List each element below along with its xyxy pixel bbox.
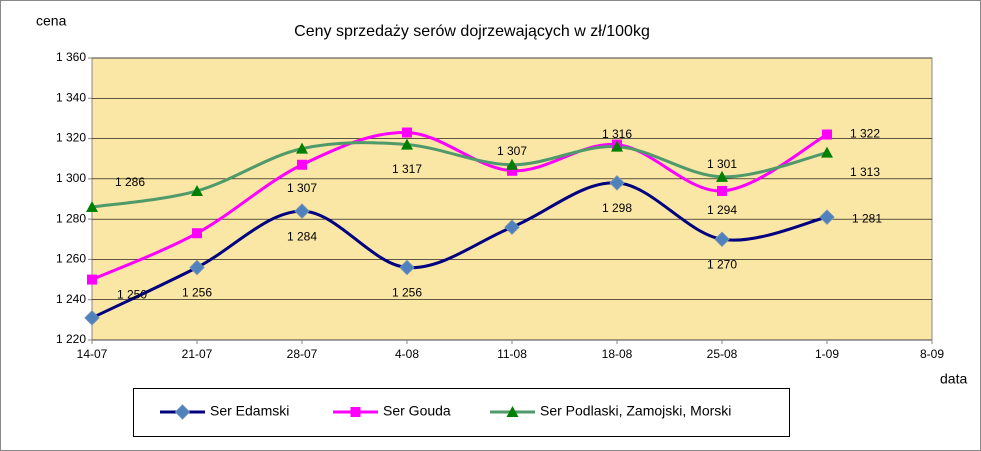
data-label: 1 322 bbox=[850, 127, 880, 141]
x-tick-label: 4-08 bbox=[395, 347, 419, 361]
x-tick-label: 18-08 bbox=[602, 347, 633, 361]
marker bbox=[402, 127, 412, 138]
marker bbox=[192, 228, 202, 239]
x-tick-label: 8-09 bbox=[920, 347, 944, 361]
y-tick-label: 1 280 bbox=[56, 211, 86, 225]
marker bbox=[399, 259, 415, 276]
y-tick-label: 1 340 bbox=[56, 90, 86, 104]
plot-area bbox=[91, 57, 933, 341]
marker bbox=[821, 146, 833, 158]
series-line bbox=[91, 131, 828, 281]
legend-label: Ser Edamski bbox=[210, 403, 289, 419]
chart-title: Ceny sprzedaży serów dojrzewających w zł… bbox=[294, 23, 650, 40]
data-label: 1 281 bbox=[852, 211, 882, 225]
legend-label: Ser Podlaski, Zamojski, Morski bbox=[540, 403, 731, 419]
y-axis-label: cena bbox=[36, 13, 67, 29]
marker bbox=[401, 138, 413, 150]
legend-label: Ser Gouda bbox=[383, 403, 451, 419]
legend-marker bbox=[350, 407, 361, 417]
marker bbox=[296, 142, 308, 154]
data-label: 1 301 bbox=[707, 157, 737, 171]
data-label: 1 256 bbox=[392, 286, 422, 300]
data-label: 1 316 bbox=[602, 127, 632, 141]
marker bbox=[86, 201, 98, 213]
marker bbox=[716, 170, 728, 182]
series-line bbox=[91, 141, 828, 209]
marker bbox=[717, 185, 727, 196]
data-label: 1 284 bbox=[287, 229, 317, 243]
data-label: 1 294 bbox=[707, 203, 737, 217]
y-tick-label: 1 240 bbox=[56, 292, 86, 306]
marker bbox=[714, 231, 730, 247]
data-label: 1 313 bbox=[850, 165, 880, 179]
marker bbox=[822, 129, 832, 140]
legend-box bbox=[133, 388, 790, 437]
marker bbox=[87, 274, 97, 285]
marker bbox=[297, 159, 307, 170]
data-label: 1 298 bbox=[602, 201, 632, 215]
data-label: 1 256 bbox=[182, 286, 212, 300]
data-label: 1 250 bbox=[117, 288, 147, 302]
marker bbox=[504, 219, 520, 235]
marker bbox=[84, 310, 100, 326]
marker bbox=[189, 259, 205, 276]
data-label: 1 317 bbox=[392, 162, 422, 176]
marker bbox=[609, 175, 625, 191]
x-tick-label: 25-08 bbox=[707, 347, 738, 361]
marker bbox=[507, 165, 517, 176]
y-tick-label: 1 320 bbox=[56, 131, 86, 145]
y-tick-label: 1 260 bbox=[56, 252, 86, 266]
y-tick-label: 1 300 bbox=[56, 171, 86, 185]
y-tick-label: 1 220 bbox=[56, 332, 86, 346]
x-axis-label: data bbox=[940, 371, 967, 387]
marker bbox=[506, 158, 518, 170]
data-label: 1 270 bbox=[707, 257, 737, 271]
marker bbox=[294, 203, 310, 219]
marker bbox=[819, 209, 835, 225]
x-tick-label: 28-07 bbox=[287, 347, 318, 361]
data-label: 1 286 bbox=[115, 175, 145, 189]
data-label: 1 307 bbox=[287, 181, 317, 195]
legend-marker bbox=[506, 406, 519, 417]
series-line bbox=[91, 181, 828, 320]
marker bbox=[611, 140, 623, 152]
x-tick-label: 14-07 bbox=[77, 347, 108, 361]
legend-marker bbox=[174, 404, 191, 420]
x-tick-label: 1-09 bbox=[815, 347, 839, 361]
marker bbox=[191, 184, 203, 196]
x-tick-label: 21-07 bbox=[182, 347, 213, 361]
x-tick-label: 11-08 bbox=[497, 347, 527, 361]
data-label: 1 307 bbox=[497, 144, 527, 158]
y-tick-label: 1 360 bbox=[56, 50, 86, 64]
